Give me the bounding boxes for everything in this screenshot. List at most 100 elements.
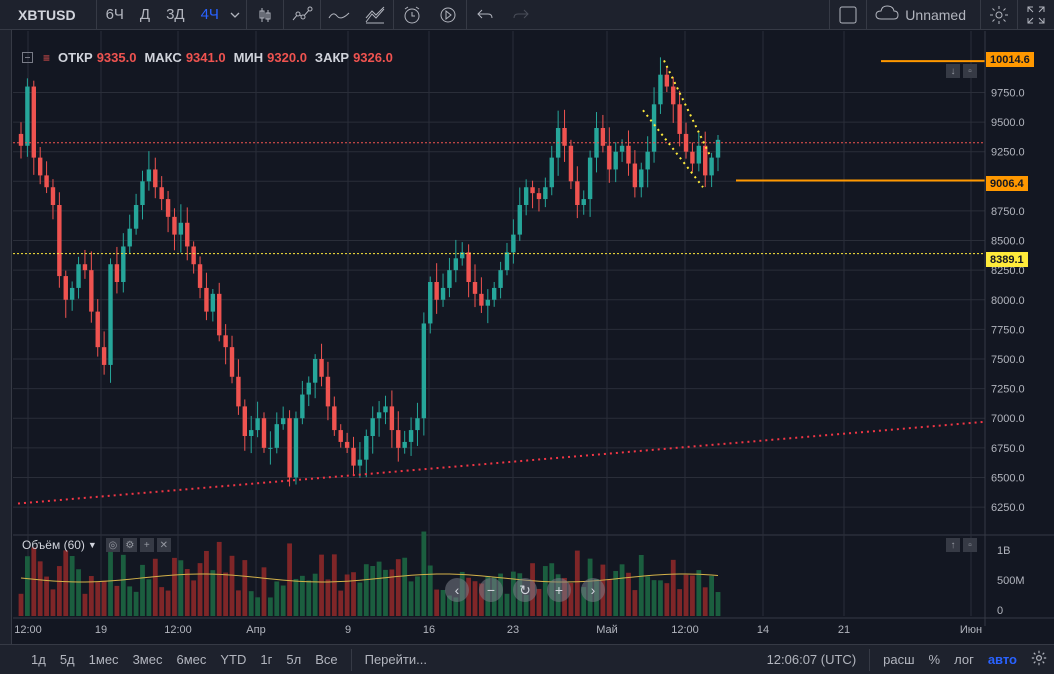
volume-label[interactable]: Объём (60)	[22, 538, 85, 552]
cloud-icon	[875, 5, 899, 24]
candle-body	[268, 447, 273, 449]
candle-body	[44, 175, 49, 188]
log-scale-toggle[interactable]: лог	[954, 652, 974, 667]
eye-icon[interactable]: ◎	[105, 538, 120, 552]
time-tick: 21	[838, 624, 850, 636]
volume-bar	[504, 593, 510, 616]
goto-date-button[interactable]: Перейти...	[364, 652, 427, 667]
auto-scale-toggle[interactable]: авто	[987, 652, 1017, 667]
settings-icon[interactable]	[981, 0, 1017, 30]
range-all[interactable]: Все	[315, 652, 338, 667]
line-icon[interactable]	[321, 0, 357, 30]
volume-bar	[479, 583, 484, 616]
time-tick: 12:00	[14, 624, 42, 636]
volume-bar	[172, 557, 177, 616]
volume-bar	[664, 583, 670, 616]
range-1d[interactable]: 1д	[31, 652, 46, 667]
bars-pattern-icon[interactable]	[357, 0, 393, 30]
reset-icon[interactable]: ↻	[513, 578, 537, 602]
extended-hours-toggle[interactable]: расш	[883, 652, 915, 667]
candle-body	[351, 447, 356, 466]
candle-body	[415, 418, 420, 431]
open-label: ОТКР	[58, 50, 93, 65]
chevron-down-icon[interactable]	[224, 0, 246, 30]
scroll-left-icon[interactable]: ‹	[445, 578, 469, 602]
candle-body	[364, 436, 369, 460]
timeframe-4h[interactable]: 4Ч	[200, 6, 219, 23]
range-5y[interactable]: 5л	[286, 652, 302, 667]
range-ytd[interactable]: YTD	[220, 652, 247, 667]
percent-scale-toggle[interactable]: %	[928, 652, 941, 667]
candle-body	[127, 228, 132, 247]
volume-bar	[376, 561, 382, 616]
range-3m[interactable]: 3мес	[132, 652, 163, 667]
range-6m[interactable]: 6мес	[176, 652, 207, 667]
timeframe-6h[interactable]: 6Ч	[105, 6, 124, 23]
candles-icon[interactable]	[247, 0, 283, 30]
candle-body	[306, 382, 311, 395]
volume-bar	[146, 579, 152, 616]
candlestick-chart[interactable]: 9750.09500.09250.09000.08750.08500.08250…	[13, 31, 1054, 643]
volume-bar	[677, 589, 683, 616]
close-icon[interactable]: ✕	[156, 538, 171, 552]
chevron-down-icon[interactable]: ▼	[87, 540, 97, 550]
move-up-icon[interactable]: ↑	[946, 538, 960, 552]
volume-bar	[415, 576, 420, 616]
range-1m[interactable]: 1мес	[88, 652, 119, 667]
settings-icon[interactable]	[1024, 650, 1054, 669]
timeframe-3d[interactable]: 3Д	[166, 6, 185, 23]
volume-bar	[120, 554, 126, 616]
zoom-in-icon[interactable]: +	[547, 578, 571, 602]
scroll-right-icon[interactable]: ›	[581, 578, 605, 602]
candle-body	[376, 412, 382, 419]
candle-body	[210, 293, 216, 312]
volume-bar	[408, 581, 414, 616]
maximize-pane-icon[interactable]: ▫	[963, 64, 977, 78]
chart-area[interactable]: 9750.09500.09250.09000.08750.08500.08250…	[13, 31, 1054, 643]
volume-bar	[287, 543, 292, 616]
volume-bar	[395, 559, 401, 616]
zoom-out-icon[interactable]: −	[479, 578, 503, 602]
candle-body	[460, 252, 465, 259]
candle-body	[677, 104, 682, 134]
undo-icon[interactable]	[467, 0, 503, 30]
plus-icon[interactable]: +	[139, 538, 154, 552]
indicators-icon[interactable]	[284, 0, 320, 30]
volume-bar	[536, 588, 542, 616]
maximize-pane-icon[interactable]: ▫	[963, 538, 977, 552]
volume-bar	[76, 569, 81, 616]
volume-bar	[50, 589, 56, 616]
candle-body	[562, 128, 567, 146]
collapse-legend-icon[interactable]	[22, 52, 33, 63]
move-down-icon[interactable]: ↓	[946, 64, 960, 78]
volume-tick: 0	[997, 605, 1003, 617]
layout-name[interactable]: Unnamed	[867, 0, 980, 30]
volume-bar	[427, 565, 433, 616]
volume-bar	[715, 592, 721, 616]
replay-icon[interactable]	[430, 0, 466, 30]
range-5d[interactable]: 5д	[59, 652, 75, 667]
alert-icon[interactable]	[394, 0, 430, 30]
clock-timezone[interactable]: 12:06:07 (UTC)	[766, 652, 857, 667]
volume-bar	[402, 557, 408, 616]
candle-body	[709, 157, 714, 176]
volume-bar	[63, 550, 69, 616]
time-axis: 12:00 19 12:00 Апр 9 16 23 Май 12:00 14 21 Июн	[13, 617, 1054, 636]
volume-bar	[31, 547, 37, 616]
volume-bar	[178, 560, 184, 616]
time-tick: 12:00	[671, 624, 699, 636]
settings-icon[interactable]: ⚙	[122, 538, 137, 552]
candle-body	[485, 299, 490, 306]
redo-icon[interactable]	[503, 0, 539, 30]
candle-body	[172, 216, 177, 235]
candle-body	[338, 430, 343, 442]
timeframe-1d[interactable]: Д	[139, 6, 151, 23]
volume-bar	[229, 555, 235, 616]
range-1y[interactable]: 1г	[260, 652, 273, 667]
volume-bar	[370, 565, 376, 616]
candle-body	[530, 187, 535, 194]
fullscreen-icon[interactable]	[1018, 0, 1054, 30]
symbol-search[interactable]: XBTUSD	[18, 6, 76, 23]
layout-square-icon[interactable]	[830, 0, 866, 30]
divider	[1017, 0, 1018, 30]
